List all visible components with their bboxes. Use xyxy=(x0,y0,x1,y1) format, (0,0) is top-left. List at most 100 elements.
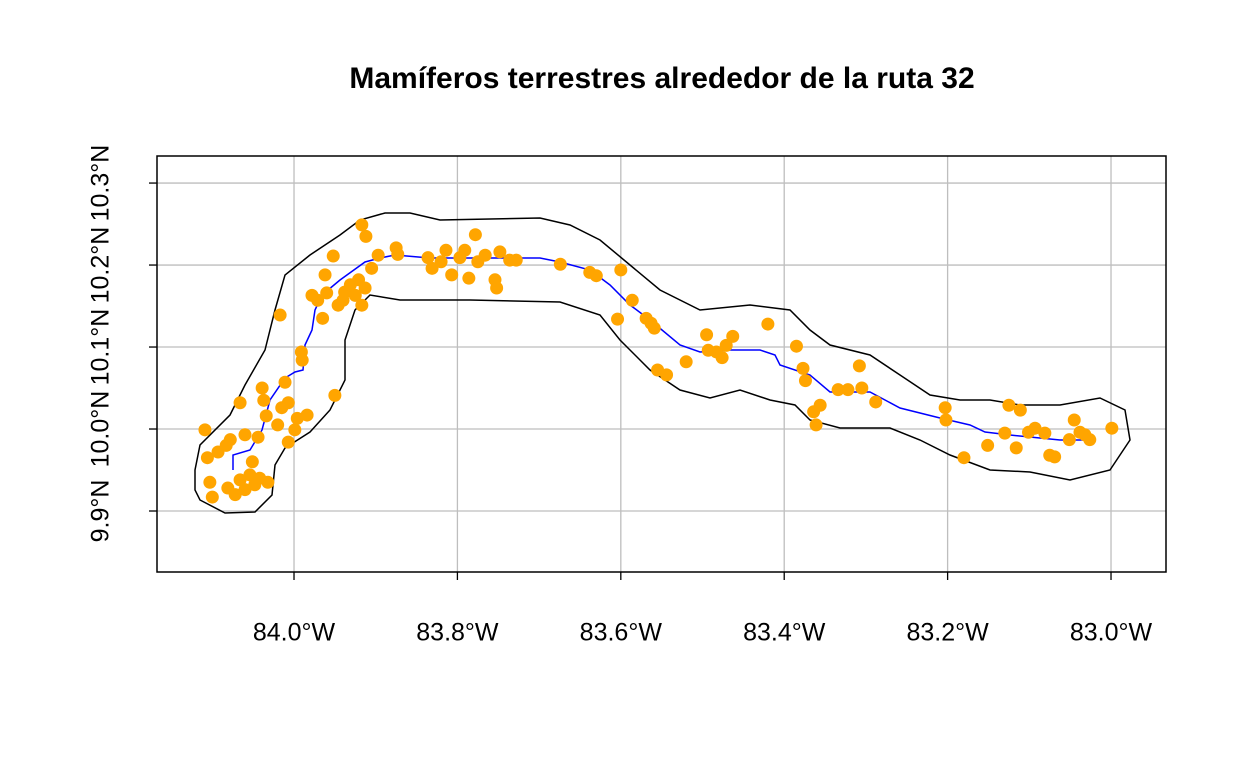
point xyxy=(726,329,740,343)
x-tick-label: 83.4°W xyxy=(743,619,826,647)
point xyxy=(278,375,292,389)
point xyxy=(761,317,775,331)
point xyxy=(813,398,827,412)
point xyxy=(421,251,435,265)
point xyxy=(589,269,603,283)
point xyxy=(1083,433,1097,447)
point xyxy=(468,228,482,242)
point xyxy=(478,248,492,262)
point xyxy=(348,288,362,302)
point xyxy=(1009,441,1023,455)
point xyxy=(318,268,332,282)
point xyxy=(938,401,952,415)
point xyxy=(490,281,504,295)
point xyxy=(798,374,812,388)
point xyxy=(553,257,567,271)
point xyxy=(439,243,453,257)
point xyxy=(281,396,295,410)
point xyxy=(355,218,369,232)
point xyxy=(981,438,995,452)
point xyxy=(203,475,217,489)
point xyxy=(679,355,693,369)
point xyxy=(789,339,803,353)
point xyxy=(509,253,523,267)
point xyxy=(238,428,252,442)
point xyxy=(271,418,285,432)
point xyxy=(198,423,212,437)
point xyxy=(223,433,237,447)
point xyxy=(1105,421,1119,435)
point xyxy=(371,248,385,262)
point xyxy=(1062,433,1076,447)
point xyxy=(700,328,714,342)
point xyxy=(831,383,845,397)
point xyxy=(261,475,275,489)
point xyxy=(1048,450,1062,464)
point xyxy=(462,271,476,285)
point xyxy=(233,396,247,410)
x-tick-label: 83.0°W xyxy=(1070,619,1153,647)
point xyxy=(719,338,733,352)
plot-frame xyxy=(156,155,1167,573)
x-tick-label: 83.8°W xyxy=(416,619,499,647)
point xyxy=(1028,421,1042,435)
point xyxy=(445,268,459,282)
point xyxy=(869,395,883,409)
point xyxy=(434,255,448,269)
point xyxy=(614,263,628,277)
point xyxy=(257,393,271,407)
point xyxy=(1067,413,1081,427)
point xyxy=(1013,403,1027,417)
x-tick-label: 83.6°W xyxy=(580,619,663,647)
grid xyxy=(157,156,1166,572)
point xyxy=(245,455,259,469)
point xyxy=(852,359,866,373)
point xyxy=(939,413,953,427)
point xyxy=(328,388,342,402)
point xyxy=(288,423,302,437)
point xyxy=(359,229,373,243)
x-tick-label: 84.0°W xyxy=(253,619,336,647)
point xyxy=(228,488,242,502)
point xyxy=(358,281,372,295)
y-tick-label: 10.2°N xyxy=(87,227,115,304)
point xyxy=(365,261,379,275)
point xyxy=(205,490,219,504)
points xyxy=(198,218,1119,504)
point xyxy=(311,293,325,307)
x-tick-label: 83.2°W xyxy=(906,619,989,647)
point xyxy=(290,411,304,425)
chart-title: Mamíferos terrestres alrededor de la rut… xyxy=(349,62,974,95)
point xyxy=(355,298,369,312)
point xyxy=(841,383,855,397)
point xyxy=(200,451,214,465)
point xyxy=(855,381,869,395)
y-tick-label: 10.0°N xyxy=(87,391,115,468)
point xyxy=(255,381,269,395)
point xyxy=(326,249,340,263)
point xyxy=(259,409,273,423)
point xyxy=(660,368,674,382)
point xyxy=(316,311,330,325)
point xyxy=(391,247,405,261)
point xyxy=(243,468,257,482)
point xyxy=(320,286,334,300)
point xyxy=(625,293,639,307)
point xyxy=(425,261,439,275)
point xyxy=(281,435,295,449)
point xyxy=(1002,398,1016,412)
point xyxy=(809,418,823,432)
point xyxy=(300,408,314,422)
point xyxy=(1038,426,1052,440)
point xyxy=(611,312,625,326)
point xyxy=(458,243,472,257)
point xyxy=(796,361,810,375)
point xyxy=(233,473,247,487)
point xyxy=(238,483,252,497)
point xyxy=(251,430,265,444)
point xyxy=(998,426,1012,440)
point xyxy=(493,245,507,259)
